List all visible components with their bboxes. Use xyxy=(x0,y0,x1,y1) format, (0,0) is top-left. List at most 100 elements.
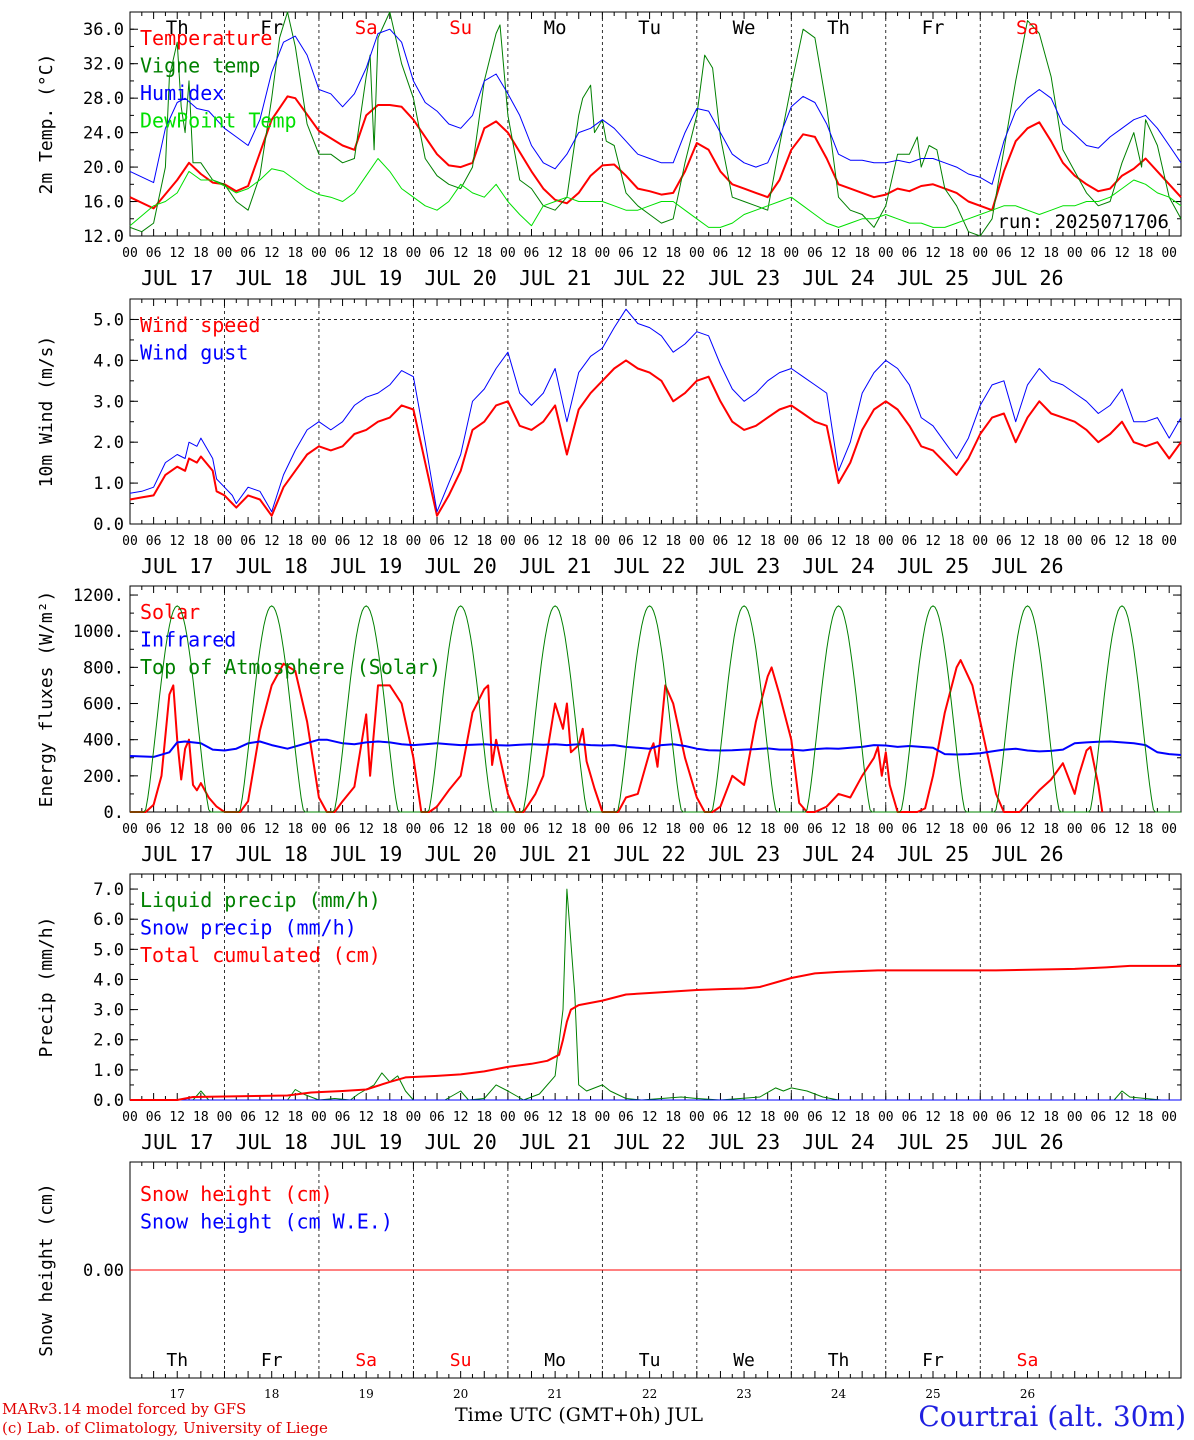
y-tick-label: 12.0 xyxy=(83,227,124,247)
x-date-label: JUL 21 xyxy=(519,1130,591,1154)
x-hour-label: 06 xyxy=(996,246,1012,261)
series-line-temperature xyxy=(129,95,1182,212)
x-hour-label: 18 xyxy=(193,1110,209,1125)
x-hour-label: 06 xyxy=(524,534,540,549)
x-hour-label: 06 xyxy=(807,1110,823,1125)
y-tick-label: 1200. xyxy=(73,586,124,606)
x-hour-label: 00 xyxy=(122,822,138,837)
x-hour-label: 06 xyxy=(335,534,351,549)
x-hour-label: 18 xyxy=(760,246,776,261)
x-hour-label: 06 xyxy=(902,534,918,549)
legend-entry: DewPoint Temp xyxy=(140,109,297,133)
x-hour-label: 00 xyxy=(217,822,233,837)
x-date-label: JUL 24 xyxy=(802,1130,874,1154)
x-hour-label: 00 xyxy=(500,534,516,549)
x-date-label: JUL 25 xyxy=(897,1130,969,1154)
x-hour-label: 12 xyxy=(925,534,941,549)
y-tick-label: 3.0 xyxy=(93,392,124,412)
x-hour-label: 00 xyxy=(406,822,422,837)
legend-entry: Top of Atmosphere (Solar) xyxy=(140,655,441,679)
x-hour-label: 00 xyxy=(122,246,138,261)
x-hour-label: 12 xyxy=(264,822,280,837)
x-hour-label: 18 xyxy=(854,822,870,837)
x-hour-label: 00 xyxy=(689,534,705,549)
y-tick-label: 6.0 xyxy=(93,910,124,930)
x-hour-label: 18 xyxy=(476,534,492,549)
x-hour-label: 06 xyxy=(902,1110,918,1125)
x-hour-label: 18 xyxy=(760,1110,776,1125)
x-hour-label: 00 xyxy=(689,1110,705,1125)
x-hour-label: 18 xyxy=(760,534,776,549)
x-hour-label: 06 xyxy=(807,534,823,549)
series-line-total-cumulated-cm xyxy=(130,964,1181,1101)
y-tick-label: 4.0 xyxy=(93,351,124,371)
x-hour-label: 00 xyxy=(1161,246,1177,261)
legend-entry: Liquid precip (mm/h) xyxy=(140,888,381,912)
x-hour-label: 06 xyxy=(146,246,162,261)
x-hour-label: 06 xyxy=(807,822,823,837)
legend-entry: Solar xyxy=(140,600,200,624)
y-tick-label: 32.0 xyxy=(83,55,124,75)
x-hour-label: 06 xyxy=(240,822,256,837)
legend-entry: Wind gust xyxy=(140,341,248,365)
legend-entry: Snow height (cm) xyxy=(140,1182,333,1206)
x-hour-label: 06 xyxy=(429,822,445,837)
legend-entry: Wind speed xyxy=(140,313,260,337)
y-tick-label: 200. xyxy=(83,767,124,787)
x-hour-label: 18 xyxy=(382,534,398,549)
y-axis-label: 2m Temp. (°C) xyxy=(36,54,57,195)
x-hour-label: 12 xyxy=(453,246,469,261)
x-hour-label: 06 xyxy=(713,822,729,837)
x-hour-label: 18 xyxy=(193,246,209,261)
y-tick-label: 28.0 xyxy=(83,89,124,109)
x-date-label: JUL 21 xyxy=(519,842,591,866)
x-hour-label: 18 xyxy=(1138,246,1154,261)
series-line-wind-gust xyxy=(129,308,1182,513)
day-of-week-label: Sa xyxy=(355,1350,377,1371)
day-of-week-label: Tu xyxy=(638,17,661,39)
x-hour-label: 06 xyxy=(996,534,1012,549)
x-hour-label: 00 xyxy=(595,534,611,549)
series-line-dewpoint-temp xyxy=(129,158,1182,228)
x-hour-label: 12 xyxy=(547,534,563,549)
x-hour-label: 06 xyxy=(618,534,634,549)
x-hour-label: 00 xyxy=(1067,246,1083,261)
x-date-label: JUL 21 xyxy=(519,266,591,290)
x-hour-label: 06 xyxy=(807,246,823,261)
x-hour-label: 12 xyxy=(642,822,658,837)
station-label: Courtrai (alt. 30m) xyxy=(918,1400,1186,1433)
series-line-humidex xyxy=(129,28,1182,185)
y-tick-label: 3.0 xyxy=(93,1001,124,1021)
x-hour-label: 06 xyxy=(996,1110,1012,1125)
x-hour-label: 00 xyxy=(406,534,422,549)
day-of-week-label: Th xyxy=(828,1350,850,1371)
x-hour-label: 06 xyxy=(335,1110,351,1125)
x-hour-label: 00 xyxy=(1161,1110,1177,1125)
x-hour-label: 00 xyxy=(878,822,894,837)
y-tick-label: 4.0 xyxy=(93,970,124,990)
x-date-label: JUL 23 xyxy=(708,1130,780,1154)
x-hour-label: 12 xyxy=(831,822,847,837)
x-hour-label: 12 xyxy=(642,534,658,549)
x-hour-label: 06 xyxy=(335,822,351,837)
x-hour-label: 12 xyxy=(264,246,280,261)
x-date-label: JUL 22 xyxy=(613,266,685,290)
x-hour-label: 12 xyxy=(831,1110,847,1125)
x-hour-label: 18 xyxy=(665,1110,681,1125)
x-hour-label: 06 xyxy=(713,246,729,261)
x-date-label: JUL 26 xyxy=(991,266,1063,290)
x-hour-label: 12 xyxy=(736,1110,752,1125)
x-hour-label: 18 xyxy=(1043,822,1059,837)
y-tick-label: 400. xyxy=(83,731,124,751)
day-of-week-label: Th xyxy=(827,17,850,39)
x-hour-label: 18 xyxy=(287,534,303,549)
series-line-toa-solar xyxy=(130,605,1181,813)
y-tick-label: 16.0 xyxy=(83,193,124,213)
x-date-label: JUL 17 xyxy=(141,266,213,290)
y-axis-label: Snow height (cm) xyxy=(36,1183,57,1356)
x-axis-title: Time UTC (GMT+0h) JUL xyxy=(455,1404,703,1426)
x-date-label: JUL 17 xyxy=(141,842,213,866)
x-hour-label: 00 xyxy=(689,246,705,261)
legend-entry: Vigne temp xyxy=(140,54,260,78)
x-hour-label: 18 xyxy=(854,246,870,261)
